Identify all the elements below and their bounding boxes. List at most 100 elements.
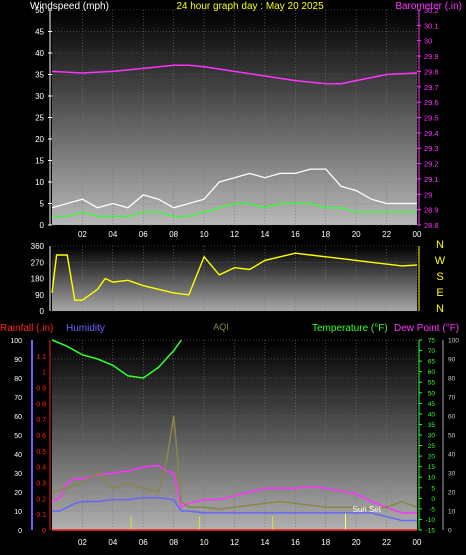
top-left-tick-label: 10 bbox=[35, 178, 44, 187]
rainfall-tick-label: 0.6 bbox=[36, 433, 46, 440]
humidity-tick-label: 100 bbox=[10, 338, 22, 345]
temp-tick-label: 0 bbox=[431, 496, 435, 503]
top-left-tick-label: 45 bbox=[35, 28, 44, 37]
temp-tick-label: 55 bbox=[428, 380, 436, 387]
humidity-tick-label: 50 bbox=[14, 433, 22, 440]
aqi-tick-label: 50 bbox=[448, 433, 456, 440]
rainfall-tick-label: 1.1 bbox=[36, 354, 46, 361]
temp-tick-label: 15 bbox=[428, 464, 436, 471]
temp-tick-label: -5 bbox=[429, 506, 435, 513]
top-left-tick-label: 30 bbox=[35, 92, 44, 101]
top-right-tick-label: 29.1 bbox=[424, 175, 439, 184]
top-x-tick-label: 20 bbox=[352, 230, 361, 239]
top-right-tick-label: 28.9 bbox=[424, 206, 439, 215]
wind-axis-label: Windspeed (mph) bbox=[30, 1, 109, 12]
bottom-x-tick-label: 22 bbox=[382, 538, 391, 547]
humidity-label: Humidity bbox=[66, 323, 105, 334]
aqi-tick-label: 0 bbox=[448, 528, 452, 535]
top-right-tick-label: 28.8 bbox=[424, 221, 439, 230]
bottom-series-line bbox=[51, 415, 418, 510]
rainfall-tick-label: 0.1 bbox=[36, 512, 46, 519]
barometer-axis-label: Barometer (.in) bbox=[395, 1, 462, 12]
compass-letter: S bbox=[436, 271, 443, 283]
temp-tick-label: 75 bbox=[428, 338, 436, 345]
top-right-tick-label: 29.8 bbox=[424, 67, 439, 76]
top-right-tick-label: 30 bbox=[424, 37, 432, 46]
top-x-tick-label: 18 bbox=[321, 230, 330, 239]
temp-tick-label: 45 bbox=[428, 401, 436, 408]
bottom-x-tick-label: 02 bbox=[78, 538, 87, 547]
compass-letter: E bbox=[436, 287, 443, 299]
direction-tick-label: 0 bbox=[40, 307, 45, 316]
aqi-tick-label: 10 bbox=[448, 509, 456, 516]
temp-tick-label: -15 bbox=[426, 528, 436, 535]
top-x-tick-label: 02 bbox=[78, 230, 87, 239]
temp-tick-label: 60 bbox=[428, 369, 436, 376]
aqi-tick-label: 40 bbox=[448, 452, 456, 459]
bottom-x-tick-label: 12 bbox=[230, 538, 239, 547]
temp-tick-label: 25 bbox=[428, 443, 436, 450]
bottom-x-tick-label: 00 bbox=[413, 538, 422, 547]
sunset-label: Sun Set bbox=[353, 505, 382, 514]
bottom-x-tick-label: 20 bbox=[352, 538, 361, 547]
top-right-tick-label: 29.3 bbox=[424, 144, 439, 153]
dew-point-label: Dew Point (°F) bbox=[394, 323, 459, 334]
direction-tick-label: 270 bbox=[31, 258, 45, 267]
humidity-tick-label: 10 bbox=[14, 509, 22, 516]
compass-letter: N bbox=[436, 303, 444, 315]
temp-tick-label: 5 bbox=[431, 485, 435, 492]
bottom-x-tick-label: 16 bbox=[291, 538, 300, 547]
aqi-tick-label: 90 bbox=[448, 357, 456, 364]
top-x-tick-label: 06 bbox=[139, 230, 148, 239]
rainfall-tick-label: 0.5 bbox=[36, 449, 46, 456]
rainfall-tick-label: 0.4 bbox=[36, 465, 46, 472]
top-right-tick-label: 29.2 bbox=[424, 160, 439, 169]
temp-tick-label: 10 bbox=[428, 475, 436, 482]
rainfall-tick-label: 0.2 bbox=[36, 496, 46, 503]
top-x-tick-label: 12 bbox=[230, 230, 239, 239]
aqi-tick-label: 80 bbox=[448, 376, 456, 383]
humidity-tick-label: 80 bbox=[14, 376, 22, 383]
humidity-tick-label: 40 bbox=[14, 452, 22, 459]
top-right-tick-label: 29.5 bbox=[424, 114, 439, 123]
top-x-tick-label: 10 bbox=[200, 230, 209, 239]
bottom-x-tick-label: 04 bbox=[108, 538, 117, 547]
top-right-tick-label: 29 bbox=[424, 190, 432, 199]
top-right-tick-label: 30.1 bbox=[424, 21, 439, 30]
aqi-tick-label: 100 bbox=[448, 338, 459, 345]
temp-tick-label: 35 bbox=[428, 422, 436, 429]
top-right-tick-label: 29.4 bbox=[424, 129, 439, 138]
bottom-x-tick-label: 18 bbox=[321, 538, 330, 547]
top-series-line bbox=[51, 64, 418, 85]
aqi-tick-label: 20 bbox=[448, 490, 456, 497]
bottom-series-line bbox=[51, 339, 182, 379]
humidity-tick-label: 70 bbox=[14, 395, 22, 402]
bottom-x-tick-label: 10 bbox=[200, 538, 209, 547]
rainfall-label: Rainfall (.in) bbox=[0, 323, 53, 334]
humidity-tick-label: 90 bbox=[14, 357, 22, 364]
top-x-tick-label: 08 bbox=[169, 230, 178, 239]
top-left-tick-label: 20 bbox=[35, 135, 44, 144]
aqi-label: AQI bbox=[213, 322, 229, 332]
direction-tick-label: 360 bbox=[31, 242, 45, 251]
temp-tick-label: 30 bbox=[428, 433, 436, 440]
graph-title: 24 hour graph day : May 20 2025 bbox=[176, 1, 324, 12]
temp-tick-label: -10 bbox=[426, 517, 436, 524]
top-left-tick-label: 15 bbox=[35, 157, 44, 166]
bottom-series-line bbox=[51, 464, 417, 514]
top-left-tick-label: 35 bbox=[35, 71, 44, 80]
bottom-x-tick-label: 08 bbox=[169, 538, 178, 547]
direction-tick-label: 180 bbox=[31, 275, 45, 284]
rainfall-tick-label: 0.9 bbox=[36, 386, 46, 393]
rainfall-tick-label: 0.3 bbox=[36, 481, 46, 488]
top-x-tick-label: 16 bbox=[291, 230, 300, 239]
rainfall-tick-label: 0 bbox=[42, 528, 46, 535]
humidity-tick-label: 0 bbox=[18, 528, 22, 535]
direction-tick-label: 90 bbox=[35, 291, 44, 300]
top-right-tick-label: 30.2 bbox=[424, 6, 439, 15]
top-left-tick-label: 50 bbox=[35, 6, 44, 15]
top-series-line bbox=[51, 168, 417, 209]
top-left-tick-label: 40 bbox=[35, 49, 44, 58]
top-x-tick-label: 14 bbox=[260, 230, 269, 239]
